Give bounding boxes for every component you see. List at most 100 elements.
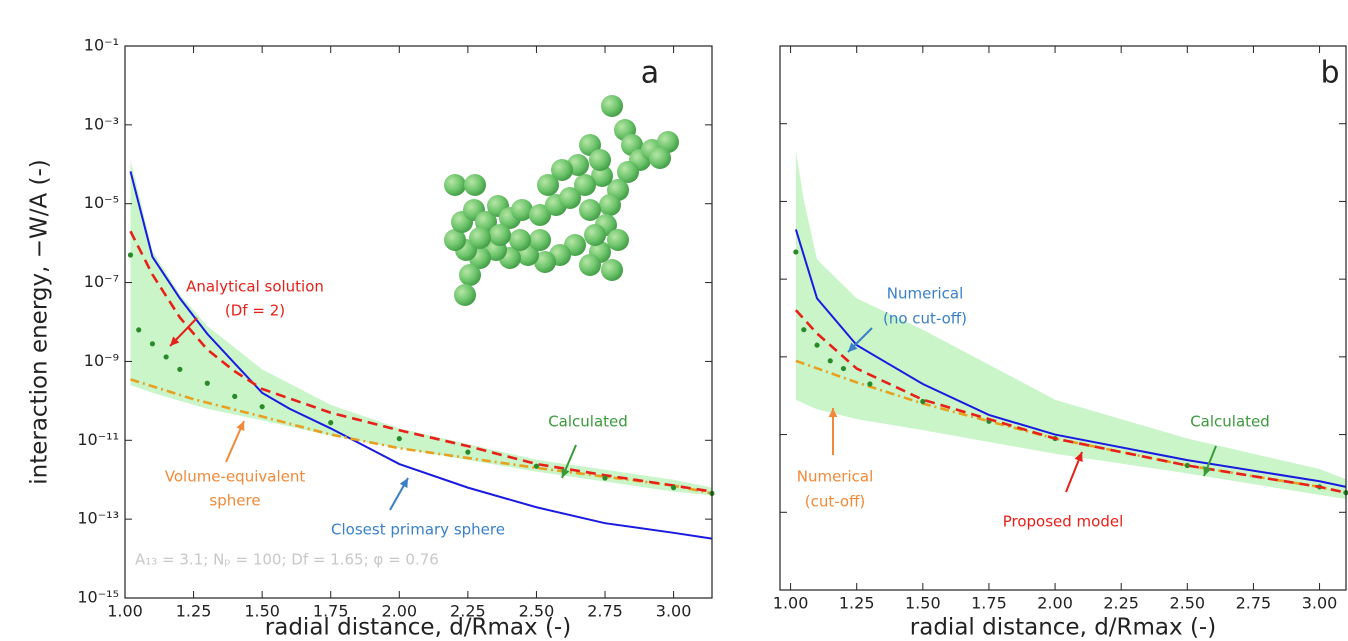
data-point [814, 342, 820, 348]
primary-sphere [617, 161, 639, 183]
y-tick-label: 10⁻⁷ [84, 272, 119, 291]
x-tick-label: 1.00 [773, 594, 809, 613]
x-axis-label: radial distance, d/Rmax (-) [910, 615, 1216, 641]
data-point [232, 393, 238, 399]
x-tick-label: 1.75 [313, 602, 349, 621]
plot-frame [124, 45, 713, 599]
series-line [794, 229, 1347, 488]
data-point [801, 327, 807, 333]
x-tick-label: 2.00 [381, 602, 417, 621]
data-point [177, 366, 183, 372]
primary-sphere [489, 224, 511, 246]
annotation: Closest primary sphere [331, 521, 505, 539]
data-point [259, 404, 265, 410]
arrow-head [1203, 466, 1212, 476]
primary-sphere [589, 149, 611, 171]
data-point [533, 463, 540, 469]
primary-sphere [454, 284, 476, 306]
arrow-head [236, 421, 245, 431]
primary-sphere [599, 194, 621, 216]
data-point [163, 354, 169, 360]
series-line [129, 171, 713, 540]
primary-sphere [601, 259, 623, 281]
data-point [465, 449, 471, 455]
plot-frame [779, 45, 1347, 591]
panel-label: a [641, 56, 659, 91]
x-tick-label: 1.50 [244, 602, 280, 621]
primary-sphere [584, 224, 606, 246]
annotation: Numerical [887, 285, 964, 303]
data-point [793, 249, 799, 255]
primary-sphere [509, 229, 531, 251]
primary-sphere [607, 229, 629, 251]
primary-sphere [591, 165, 613, 187]
arrow-head [399, 478, 408, 488]
data-point [670, 485, 677, 491]
arrow-head [561, 468, 570, 478]
annotation: sphere [209, 492, 260, 510]
data-point [867, 381, 873, 387]
primary-sphere [511, 199, 533, 221]
data-point [396, 436, 402, 442]
annotation: A₁₃ = 3.1; Nₚ = 100; Df = 1.65; φ = 0.76 [135, 551, 439, 569]
annotation: Numerical [797, 468, 874, 486]
annotation: (Df = 2) [225, 302, 285, 320]
primary-sphere [534, 251, 556, 273]
data-point [1184, 462, 1190, 469]
series-line [129, 230, 713, 493]
x-tick-label: 2.50 [519, 602, 555, 621]
x-axis-label: radial distance, d/Rmax (-) [265, 615, 571, 641]
panel-label: b [1320, 56, 1339, 91]
primary-sphere [579, 199, 601, 221]
annotation: Calculated [548, 413, 628, 431]
primary-sphere [459, 264, 481, 286]
data-point [149, 341, 156, 347]
x-tick-label: 2.00 [1037, 594, 1073, 613]
y-tick-label: 10⁻⁵ [84, 193, 119, 212]
y-tick-label: 10⁻¹¹ [77, 430, 119, 449]
x-tick-label: 2.25 [450, 602, 486, 621]
primary-sphere [464, 174, 486, 196]
x-tick-label: 2.75 [1236, 594, 1272, 613]
primary-sphere [559, 187, 581, 209]
annotation: (no cut-off) [883, 310, 967, 328]
y-tick-label: 10⁻³ [84, 114, 119, 133]
y-tick-label: 10⁻¹ [84, 36, 119, 55]
x-tick-label: 1.25 [839, 594, 875, 613]
primary-sphere [444, 229, 466, 251]
primary-sphere [551, 159, 573, 181]
data-point [127, 252, 134, 258]
annotation: (cut-off) [805, 493, 866, 511]
primary-sphere [469, 227, 491, 249]
y-tick-label: 10⁻¹⁵ [77, 588, 119, 607]
y-tick-label: 10⁻⁹ [84, 351, 119, 370]
x-tick-label: 3.00 [656, 602, 692, 621]
range-band [795, 150, 1346, 499]
series-line [794, 309, 1347, 494]
primary-sphere [601, 95, 623, 117]
annotation: Proposed model [1003, 513, 1124, 531]
x-tick-label: 2.25 [1103, 594, 1139, 613]
arrow-head [170, 336, 180, 346]
annotation: Analytical solution [186, 278, 324, 296]
data-point [204, 380, 210, 386]
arrow-head [828, 408, 838, 418]
series-line [130, 378, 713, 495]
annotation: Volume-equivalent [165, 468, 306, 486]
primary-sphere [529, 229, 551, 251]
range-band [130, 159, 713, 496]
agglomerate-illustration [444, 95, 679, 306]
x-tick-label: 1.50 [905, 594, 941, 613]
data-point [840, 365, 847, 372]
data-point [827, 358, 833, 364]
data-point [602, 475, 608, 481]
x-tick-label: 1.75 [971, 594, 1007, 613]
y-tick-label: 10⁻¹³ [77, 509, 119, 528]
primary-sphere [579, 254, 601, 276]
data-point [328, 420, 334, 426]
y-axis-label: interaction energy, −W/A (-) [27, 159, 53, 485]
x-tick-label: 2.50 [1169, 594, 1205, 613]
x-tick-label: 2.75 [587, 602, 623, 621]
x-tick-label: 1.25 [176, 602, 212, 621]
